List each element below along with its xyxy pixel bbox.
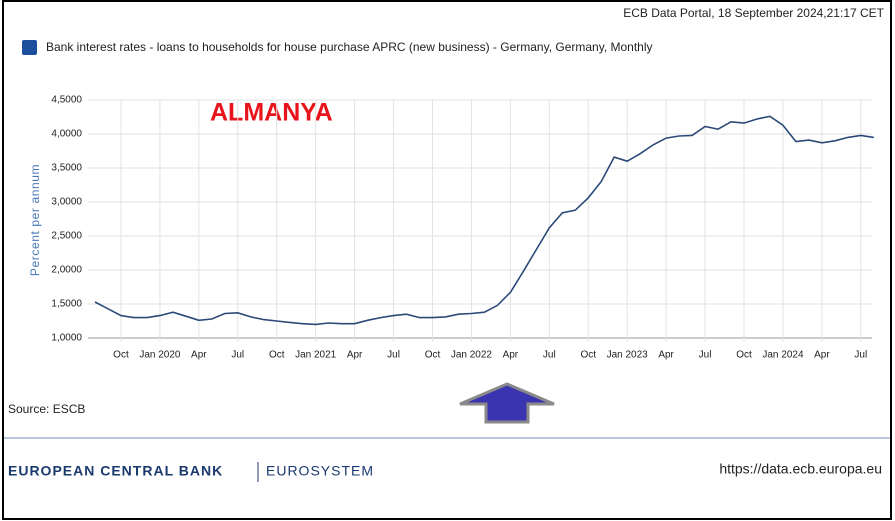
x-tick-label: Apr: [347, 350, 363, 361]
x-tick-label: Apr: [191, 350, 207, 361]
y-tick-label: 2,5000: [51, 231, 82, 242]
y-tick-label: 1,5000: [51, 299, 82, 310]
annotation: ALMANYA: [210, 99, 333, 127]
x-tick-label: Jul: [699, 350, 712, 361]
series-line: [94, 115, 874, 326]
x-tick-label: Jul: [231, 350, 244, 361]
y-tick-label: 1,0000: [51, 333, 82, 344]
legend-label: Bank interest rates - loans to household…: [46, 40, 653, 54]
header: ECB Data Portal, 18 September 2024,21:17…: [623, 6, 884, 20]
x-tick-label: Apr: [503, 350, 519, 361]
y-tick-label: 3,5000: [51, 163, 82, 174]
x-tick-label: Jan 2021: [295, 350, 337, 361]
y-tick-label: 4,0000: [51, 129, 82, 140]
x-tick-label: Oct: [736, 350, 752, 361]
y-axis-label: Percent per annum: [28, 164, 42, 276]
legend-swatch: [22, 40, 37, 55]
x-tick-label: Oct: [425, 350, 441, 361]
footer-system: EUROSYSTEM: [266, 463, 374, 479]
arrow: [459, 382, 555, 424]
footer-url: https://data.ecb.europa.eu: [719, 461, 882, 477]
y-tick-label: 2,0000: [51, 265, 82, 276]
footer-bank: EUROPEAN CENTRAL BANK: [8, 463, 223, 479]
x-tick-label: Jan 2022: [451, 350, 493, 361]
source: Source: ESCB: [8, 402, 85, 416]
x-tick-label: Oct: [580, 350, 596, 361]
x-tick-label: Oct: [113, 350, 129, 361]
x-tick-label: Jan 2024: [762, 350, 804, 361]
x-tick-label: Jul: [854, 350, 867, 361]
y-tick-label: 3,0000: [51, 197, 82, 208]
x-tick-label: Jul: [387, 350, 400, 361]
x-tick-label: Jul: [543, 350, 556, 361]
x-tick-label: Jan 2023: [607, 350, 649, 361]
x-tick-label: Apr: [658, 350, 674, 361]
y-tick-label: 4,5000: [51, 95, 82, 106]
x-tick-label: Jan 2020: [139, 350, 181, 361]
x-tick-label: Apr: [814, 350, 830, 361]
x-tick-label: Oct: [269, 350, 285, 361]
